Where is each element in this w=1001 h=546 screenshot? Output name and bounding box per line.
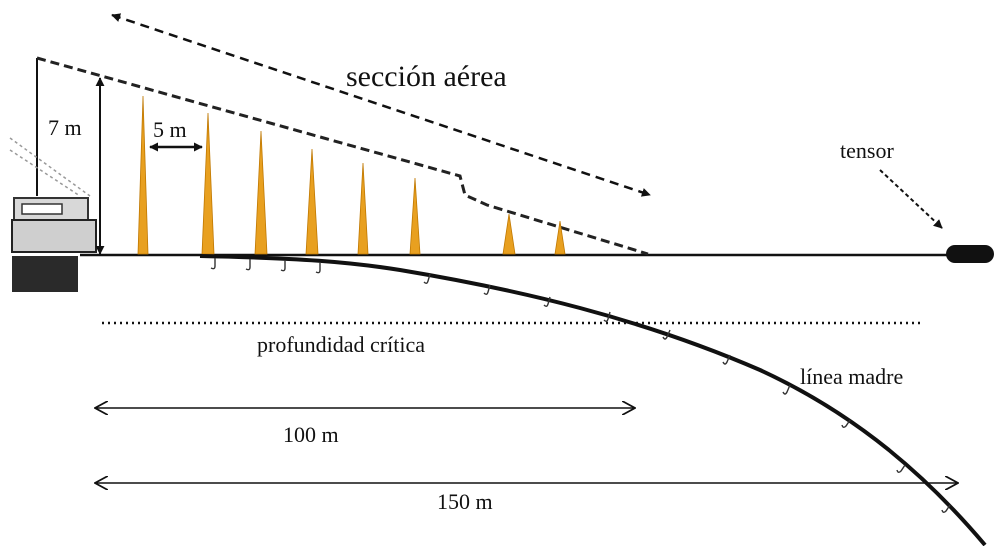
height-label: 7 m [48,115,82,140]
hook [280,260,286,272]
critical-depth-label: profundidad crítica [257,332,425,357]
streamers [137,95,566,255]
vessel-keel [12,256,78,292]
vessel-rigging [9,137,91,197]
hook [722,354,731,365]
tensor-buoy [946,245,994,263]
hook [782,384,791,395]
streamer [554,220,566,255]
vessel-rigging [9,149,81,197]
hook [941,504,951,513]
streamer [409,177,421,255]
hook [543,296,551,307]
vessel-window [21,203,63,215]
streamer [357,162,369,255]
hook [245,259,251,271]
streamer [305,148,319,255]
fishing-vessel [9,58,97,292]
spacing-label: 5 m [153,117,187,142]
vessel-hull [11,219,97,253]
aerial-section-line [36,56,649,256]
hook [423,273,431,284]
aerial-section-arrow [111,13,651,197]
mainline-label: línea madre [800,364,903,389]
distance-100-label: 100 m [283,422,339,447]
streamer [137,95,149,255]
streamer [502,213,516,255]
hook [896,464,906,473]
streamer [254,130,268,255]
hook [210,258,216,270]
mainline [199,254,987,546]
hook [483,284,491,295]
hook [662,329,671,340]
streamer [201,112,215,255]
distance-150-label: 150 m [437,489,493,514]
hook [841,419,851,428]
hook [603,311,611,322]
aerial-section-label: sección aérea [346,60,507,93]
hook [315,262,321,274]
tensor-arrow [879,169,943,229]
hooks [210,258,951,513]
tensor-label: tensor [840,138,894,163]
